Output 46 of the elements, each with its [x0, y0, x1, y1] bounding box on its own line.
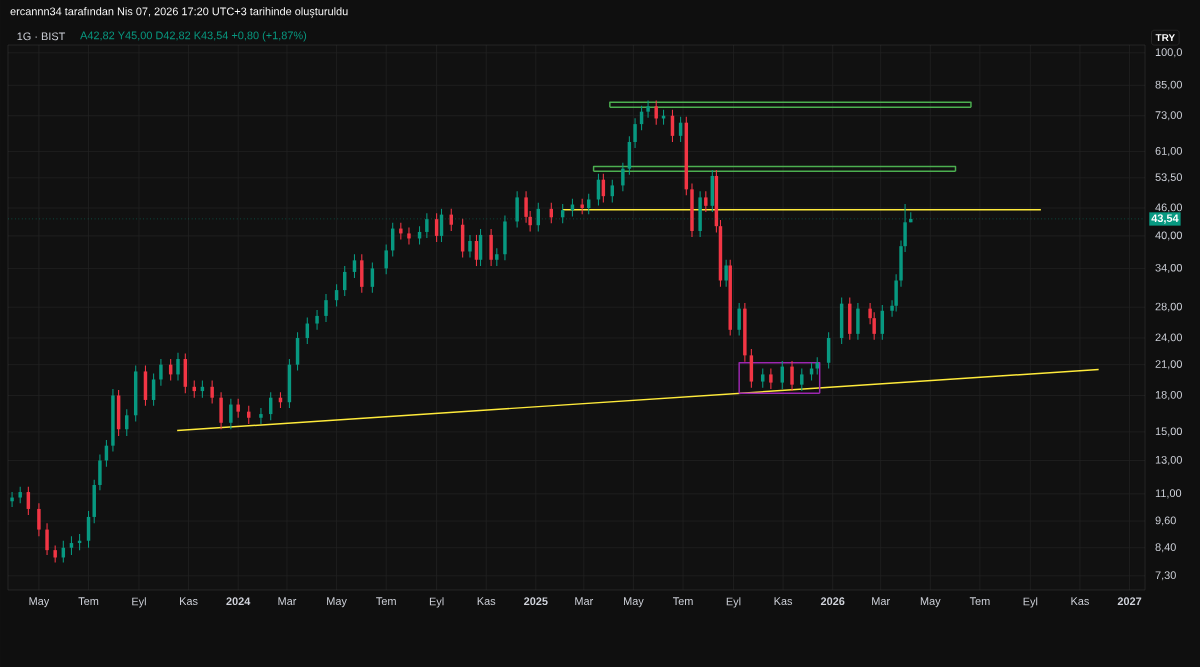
x-tick-label: Kas [180, 597, 198, 605]
y-tick-label: 9,60 [1155, 516, 1176, 526]
y-tick-label: 100,0 [1155, 48, 1182, 58]
x-tick-label: Tem [376, 597, 396, 605]
x-tick-label: Kas [1071, 597, 1089, 605]
ref-line-label: 43,54 [1151, 214, 1179, 224]
y-tick-label: 8,40 [1155, 543, 1176, 553]
y-tick-label: 24,00 [1155, 333, 1182, 343]
text: TRY [1155, 34, 1175, 42]
y-tick-label: 61,00 [1155, 147, 1182, 157]
x-tick-label: Mar [575, 597, 594, 605]
y-tick-label: 46,00 [1155, 203, 1182, 213]
x-tick-label: May [624, 597, 644, 608]
x-tick-label: 2027 [1117, 597, 1142, 606]
y-tick-label: 11,00 [1155, 489, 1182, 499]
x-tick-label: 2026 [820, 597, 845, 606]
x-tick-label: Kas [477, 597, 496, 605]
y-tick-label: 13,00 [1155, 455, 1182, 465]
x-tick-label: Mar [872, 597, 890, 605]
x-tick-label: May [327, 597, 347, 608]
x-tick-label: Kas [774, 597, 793, 605]
x-tick-label: Eyl [429, 597, 444, 608]
y-tick-label: 28,00 [1155, 302, 1182, 312]
y-tick-label: 34,00 [1155, 263, 1182, 273]
y-tick-label: 40,00 [1155, 231, 1182, 241]
x-tick-label: 2025 [524, 597, 548, 606]
text: ercannn34 tarafından Nis 07, 2026 17:20 UTC+3 tarihinde oluşturuldu [10, 7, 348, 18]
x-tick-label: Tem [672, 597, 693, 605]
y-tick-label: 7,30 [1155, 571, 1176, 581]
y-tick-label: 85,00 [1155, 80, 1182, 90]
y-tick-label: 73,00 [1155, 111, 1182, 121]
x-tick-label: Mar [278, 597, 297, 605]
x-tick-label: May [920, 597, 941, 608]
x-tick-label: May [29, 597, 50, 608]
x-tick-label: Eyl [726, 597, 741, 608]
y-tick-label: 53,50 [1155, 173, 1182, 183]
x-tick-label: 2024 [226, 597, 251, 606]
y-tick-label: 18,00 [1155, 390, 1182, 400]
x-tick-label: Eyl [1023, 597, 1038, 608]
x-tick-label: Tem [969, 597, 990, 605]
chart-subtitle: A42,82 Y45,00 D42,82 K43,54 +0,80 (+1,87%) [80, 31, 307, 42]
x-tick-label: Eyl [132, 597, 146, 608]
y-tick-label: 15,00 [1155, 427, 1182, 437]
chart-title: 1G · BIST [17, 32, 66, 41]
y-tick-label: 21,00 [1155, 360, 1182, 370]
x-tick-label: Tem [78, 597, 99, 605]
